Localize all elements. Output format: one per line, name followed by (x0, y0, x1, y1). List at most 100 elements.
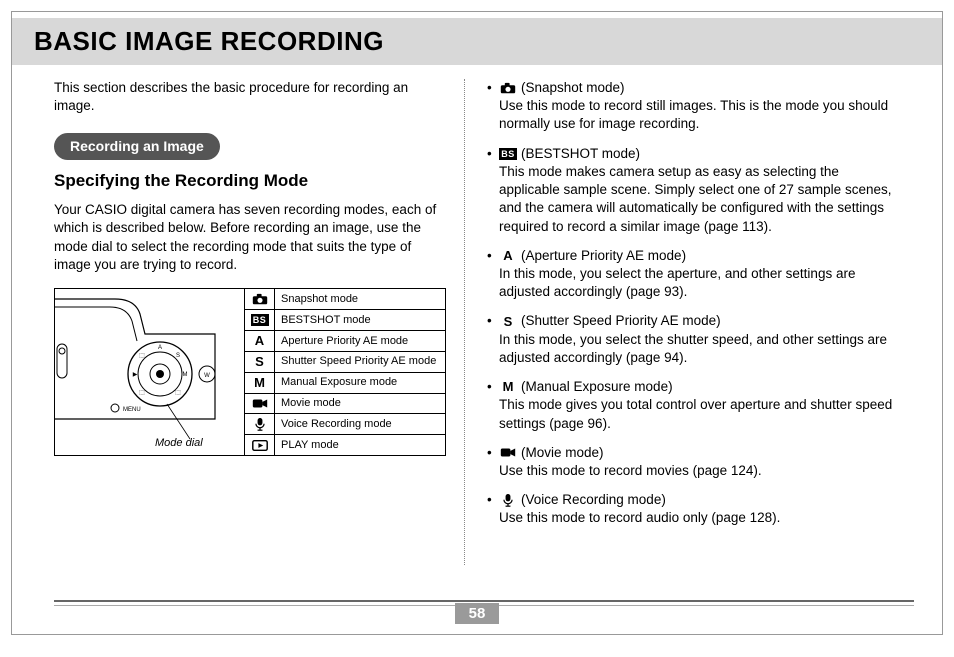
mode-dial-diagram: A S M ⬚ ▶ ⬚ ⬚ W MENU (54, 288, 446, 456)
manual-page: BASIC IMAGE RECORDING This section descr… (11, 11, 943, 635)
camera-illustration: A S M ⬚ ▶ ⬚ ⬚ W MENU (55, 289, 245, 455)
mode-name: (Snapshot mode) (521, 79, 625, 97)
mode-name: (BESTSHOT mode) (521, 145, 640, 163)
S-icon: S (499, 315, 517, 329)
camera-icon (245, 289, 275, 309)
camera-icon (499, 81, 517, 95)
mode-head: A (Aperture Priority AE mode) (499, 247, 894, 265)
svg-text:⬚: ⬚ (139, 353, 145, 359)
mode-table-row: AAperture Priority AE mode (245, 331, 445, 352)
mode-table-label: Shutter Speed Priority AE mode (275, 355, 442, 368)
mode-table-row: Voice Recording mode (245, 414, 445, 435)
bullet: • (487, 145, 499, 236)
mode-table-label: Snapshot mode (275, 293, 364, 306)
mode-table-row: MManual Exposure mode (245, 373, 445, 394)
bs-icon: BS (499, 147, 517, 161)
mode-description: In this mode, you select the aperture, a… (499, 265, 894, 301)
title-bar: BASIC IMAGE RECORDING (12, 18, 942, 65)
bullet: • (487, 247, 499, 302)
mode-table-label: BESTSHOT mode (275, 314, 377, 327)
subheading: Specifying the Recording Mode (54, 170, 442, 193)
page-number: 58 (455, 603, 500, 624)
intro-text: This section describes the basic procedu… (54, 79, 442, 115)
movie-icon (245, 394, 275, 414)
mode-head: (Movie mode) (499, 444, 894, 462)
mode-name: (Manual Exposure mode) (521, 378, 673, 396)
mode-description: This mode gives you total control over a… (499, 396, 894, 432)
page-footer: 58 (12, 603, 942, 624)
mode-table-label: Voice Recording mode (275, 418, 398, 431)
body-text: Your CASIO digital camera has seven reco… (54, 201, 442, 274)
mic-icon (245, 414, 275, 434)
mode-table-row: BSBESTSHOT mode (245, 310, 445, 331)
mode-name: (Shutter Speed Priority AE mode) (521, 312, 721, 330)
svg-text:M: M (183, 372, 188, 378)
mode-name: (Voice Recording mode) (521, 491, 666, 509)
mode-description: Use this mode to record still images. Th… (499, 97, 894, 133)
svg-text:⬚: ⬚ (139, 390, 145, 396)
mode-body: BS (BESTSHOT mode)This mode makes camera… (499, 145, 894, 236)
svg-text:⬚: ⬚ (175, 390, 181, 396)
mode-list-item: •BS (BESTSHOT mode)This mode makes camer… (487, 145, 894, 236)
mode-list-item: • (Voice Recording mode)Use this mode to… (487, 491, 894, 527)
mode-table-row: Snapshot mode (245, 289, 445, 310)
mode-table-row: SShutter Speed Priority AE mode (245, 352, 445, 373)
dial-label: Mode dial (155, 436, 203, 451)
M-icon: M (245, 373, 275, 393)
mic-icon (499, 493, 517, 507)
movie-icon (499, 446, 517, 460)
content-columns: This section describes the basic procedu… (12, 65, 942, 565)
mode-name: (Movie mode) (521, 444, 604, 462)
M-icon: M (499, 380, 517, 394)
section-pill: Recording an Image (54, 133, 220, 160)
mode-body: (Snapshot mode)Use this mode to record s… (499, 79, 894, 134)
mode-table-label: Aperture Priority AE mode (275, 335, 414, 348)
footer-rule-thick (54, 600, 914, 602)
mode-list-item: •M (Manual Exposure mode)This mode gives… (487, 378, 894, 433)
mode-table-row: PLAY mode (245, 435, 445, 455)
svg-text:S: S (176, 353, 180, 359)
mode-body: M (Manual Exposure mode)This mode gives … (499, 378, 894, 433)
mode-description: This mode makes camera setup as easy as … (499, 163, 894, 236)
right-column: • (Snapshot mode)Use this mode to record… (464, 79, 894, 565)
mode-name: (Aperture Priority AE mode) (521, 247, 686, 265)
S-icon: S (245, 352, 275, 372)
mode-head: (Voice Recording mode) (499, 491, 894, 509)
bullet: • (487, 491, 499, 527)
bullet: • (487, 444, 499, 480)
mode-description: In this mode, you select the shutter spe… (499, 331, 894, 367)
mode-head: M (Manual Exposure mode) (499, 378, 894, 396)
camera-svg: A S M ⬚ ▶ ⬚ ⬚ W MENU (55, 289, 245, 455)
mode-table-row: Movie mode (245, 394, 445, 415)
A-icon: A (499, 249, 517, 263)
mode-head: (Snapshot mode) (499, 79, 894, 97)
mode-head: BS (BESTSHOT mode) (499, 145, 894, 163)
bullet: • (487, 378, 499, 433)
page-title: BASIC IMAGE RECORDING (34, 26, 942, 57)
play-icon (245, 435, 275, 455)
mode-list-item: •A (Aperture Priority AE mode)In this mo… (487, 247, 894, 302)
mode-table-label: Movie mode (275, 397, 347, 410)
mode-body: S (Shutter Speed Priority AE mode)In thi… (499, 312, 894, 367)
mode-description: Use this mode to record audio only (page… (499, 509, 894, 527)
mode-head: S (Shutter Speed Priority AE mode) (499, 312, 894, 330)
mode-list-item: • (Movie mode)Use this mode to record mo… (487, 444, 894, 480)
mode-body: (Movie mode)Use this mode to record movi… (499, 444, 894, 480)
A-icon: A (245, 331, 275, 351)
svg-text:▶: ▶ (133, 372, 138, 378)
mode-list: • (Snapshot mode)Use this mode to record… (487, 79, 894, 528)
bullet: • (487, 312, 499, 367)
bullet: • (487, 79, 499, 134)
mode-description: Use this mode to record movies (page 124… (499, 462, 894, 480)
mode-body: A (Aperture Priority AE mode)In this mod… (499, 247, 894, 302)
mode-table: Snapshot modeBSBESTSHOT modeAAperture Pr… (245, 289, 445, 455)
mode-body: (Voice Recording mode)Use this mode to r… (499, 491, 894, 527)
mode-list-item: • (Snapshot mode)Use this mode to record… (487, 79, 894, 134)
mode-list-item: •S (Shutter Speed Priority AE mode)In th… (487, 312, 894, 367)
bs-icon: BS (245, 310, 275, 330)
left-column: This section describes the basic procedu… (54, 79, 464, 565)
svg-text:MENU: MENU (123, 407, 141, 413)
svg-text:A: A (158, 345, 162, 351)
mode-table-label: Manual Exposure mode (275, 376, 403, 389)
mode-table-label: PLAY mode (275, 439, 345, 452)
